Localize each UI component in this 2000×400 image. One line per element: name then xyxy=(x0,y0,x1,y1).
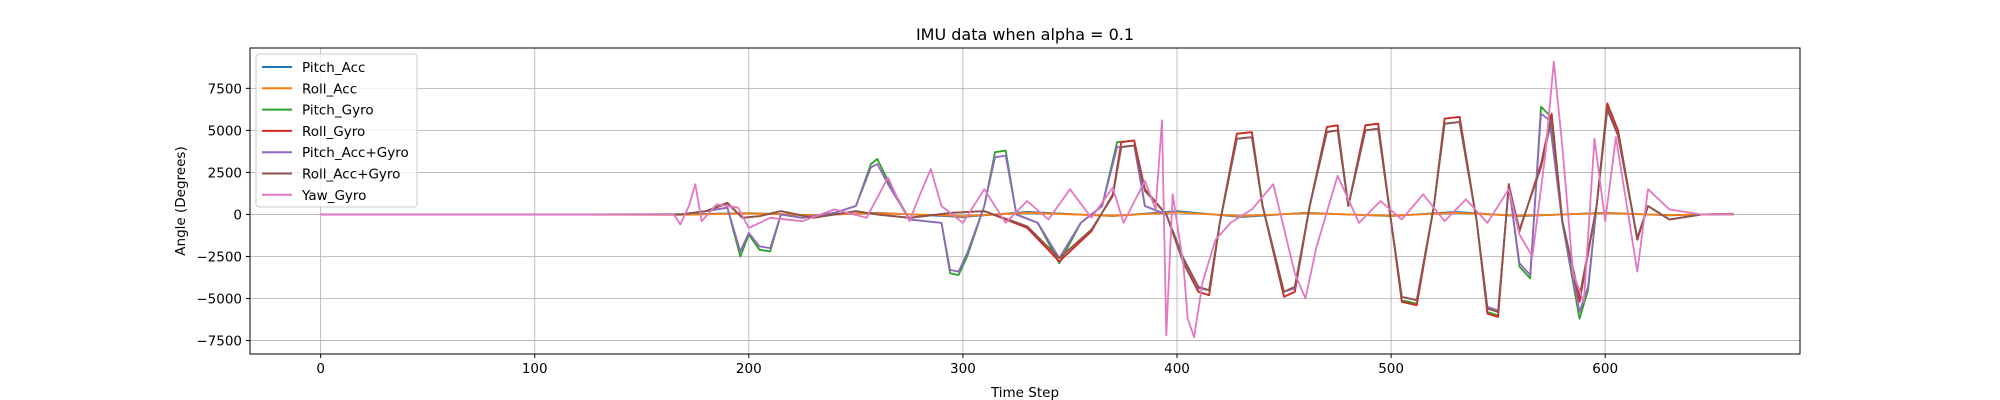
plot-frame xyxy=(249,47,1801,355)
x-axis-label: Time Step xyxy=(990,385,1059,400)
legend-label: Yaw_Gyro xyxy=(301,188,366,204)
y-tick-label: 2500 xyxy=(208,165,242,181)
x-tick-label: 0 xyxy=(316,361,325,377)
legend-entries: Pitch_Acc Roll_Acc Pitch_Gyro Roll_Gyro Pitc… xyxy=(262,60,409,204)
legend-box xyxy=(255,53,418,208)
x-tick-label: 500 xyxy=(1378,361,1404,377)
x-tick-label: 300 xyxy=(950,361,976,377)
legend-label: Pitch_Acc xyxy=(302,60,365,76)
legend-label: Pitch_Acc+Gyro xyxy=(302,145,409,161)
y-tick-label: 5000 xyxy=(208,123,242,139)
series-lines xyxy=(320,60,1734,339)
series-line-yaw-gyro xyxy=(320,60,1734,339)
y-axis-label: Angle (Degrees) xyxy=(173,146,189,255)
legend-label: Roll_Acc xyxy=(302,81,357,97)
x-tick-label: 100 xyxy=(522,361,548,377)
legend-label: Roll_Gyro xyxy=(302,124,365,140)
y-tick-label: −2500 xyxy=(196,249,242,265)
y-tick-label: 7500 xyxy=(208,81,242,97)
series-line-roll-acc-gyro xyxy=(320,107,1734,313)
legend-label: Roll_Acc+Gyro xyxy=(302,167,400,183)
legend: Pitch_Acc Roll_Acc Pitch_Gyro Roll_Gyro Pitc… xyxy=(255,53,418,208)
y-tick-label: −5000 xyxy=(196,292,242,308)
axis-ticks: 0 100 200 300 400 500 600 −7500 −5000 −2500 0 2500 5… xyxy=(196,81,1618,377)
x-tick-label: 400 xyxy=(1164,361,1190,377)
x-tick-label: 200 xyxy=(736,361,762,377)
y-tick-label: −7500 xyxy=(196,334,242,350)
y-tick-label: 0 xyxy=(233,207,242,223)
legend-label: Pitch_Gyro xyxy=(302,103,374,119)
chart-title: IMU data when alpha = 0.1 xyxy=(916,25,1134,44)
x-tick-label: 600 xyxy=(1592,361,1618,377)
